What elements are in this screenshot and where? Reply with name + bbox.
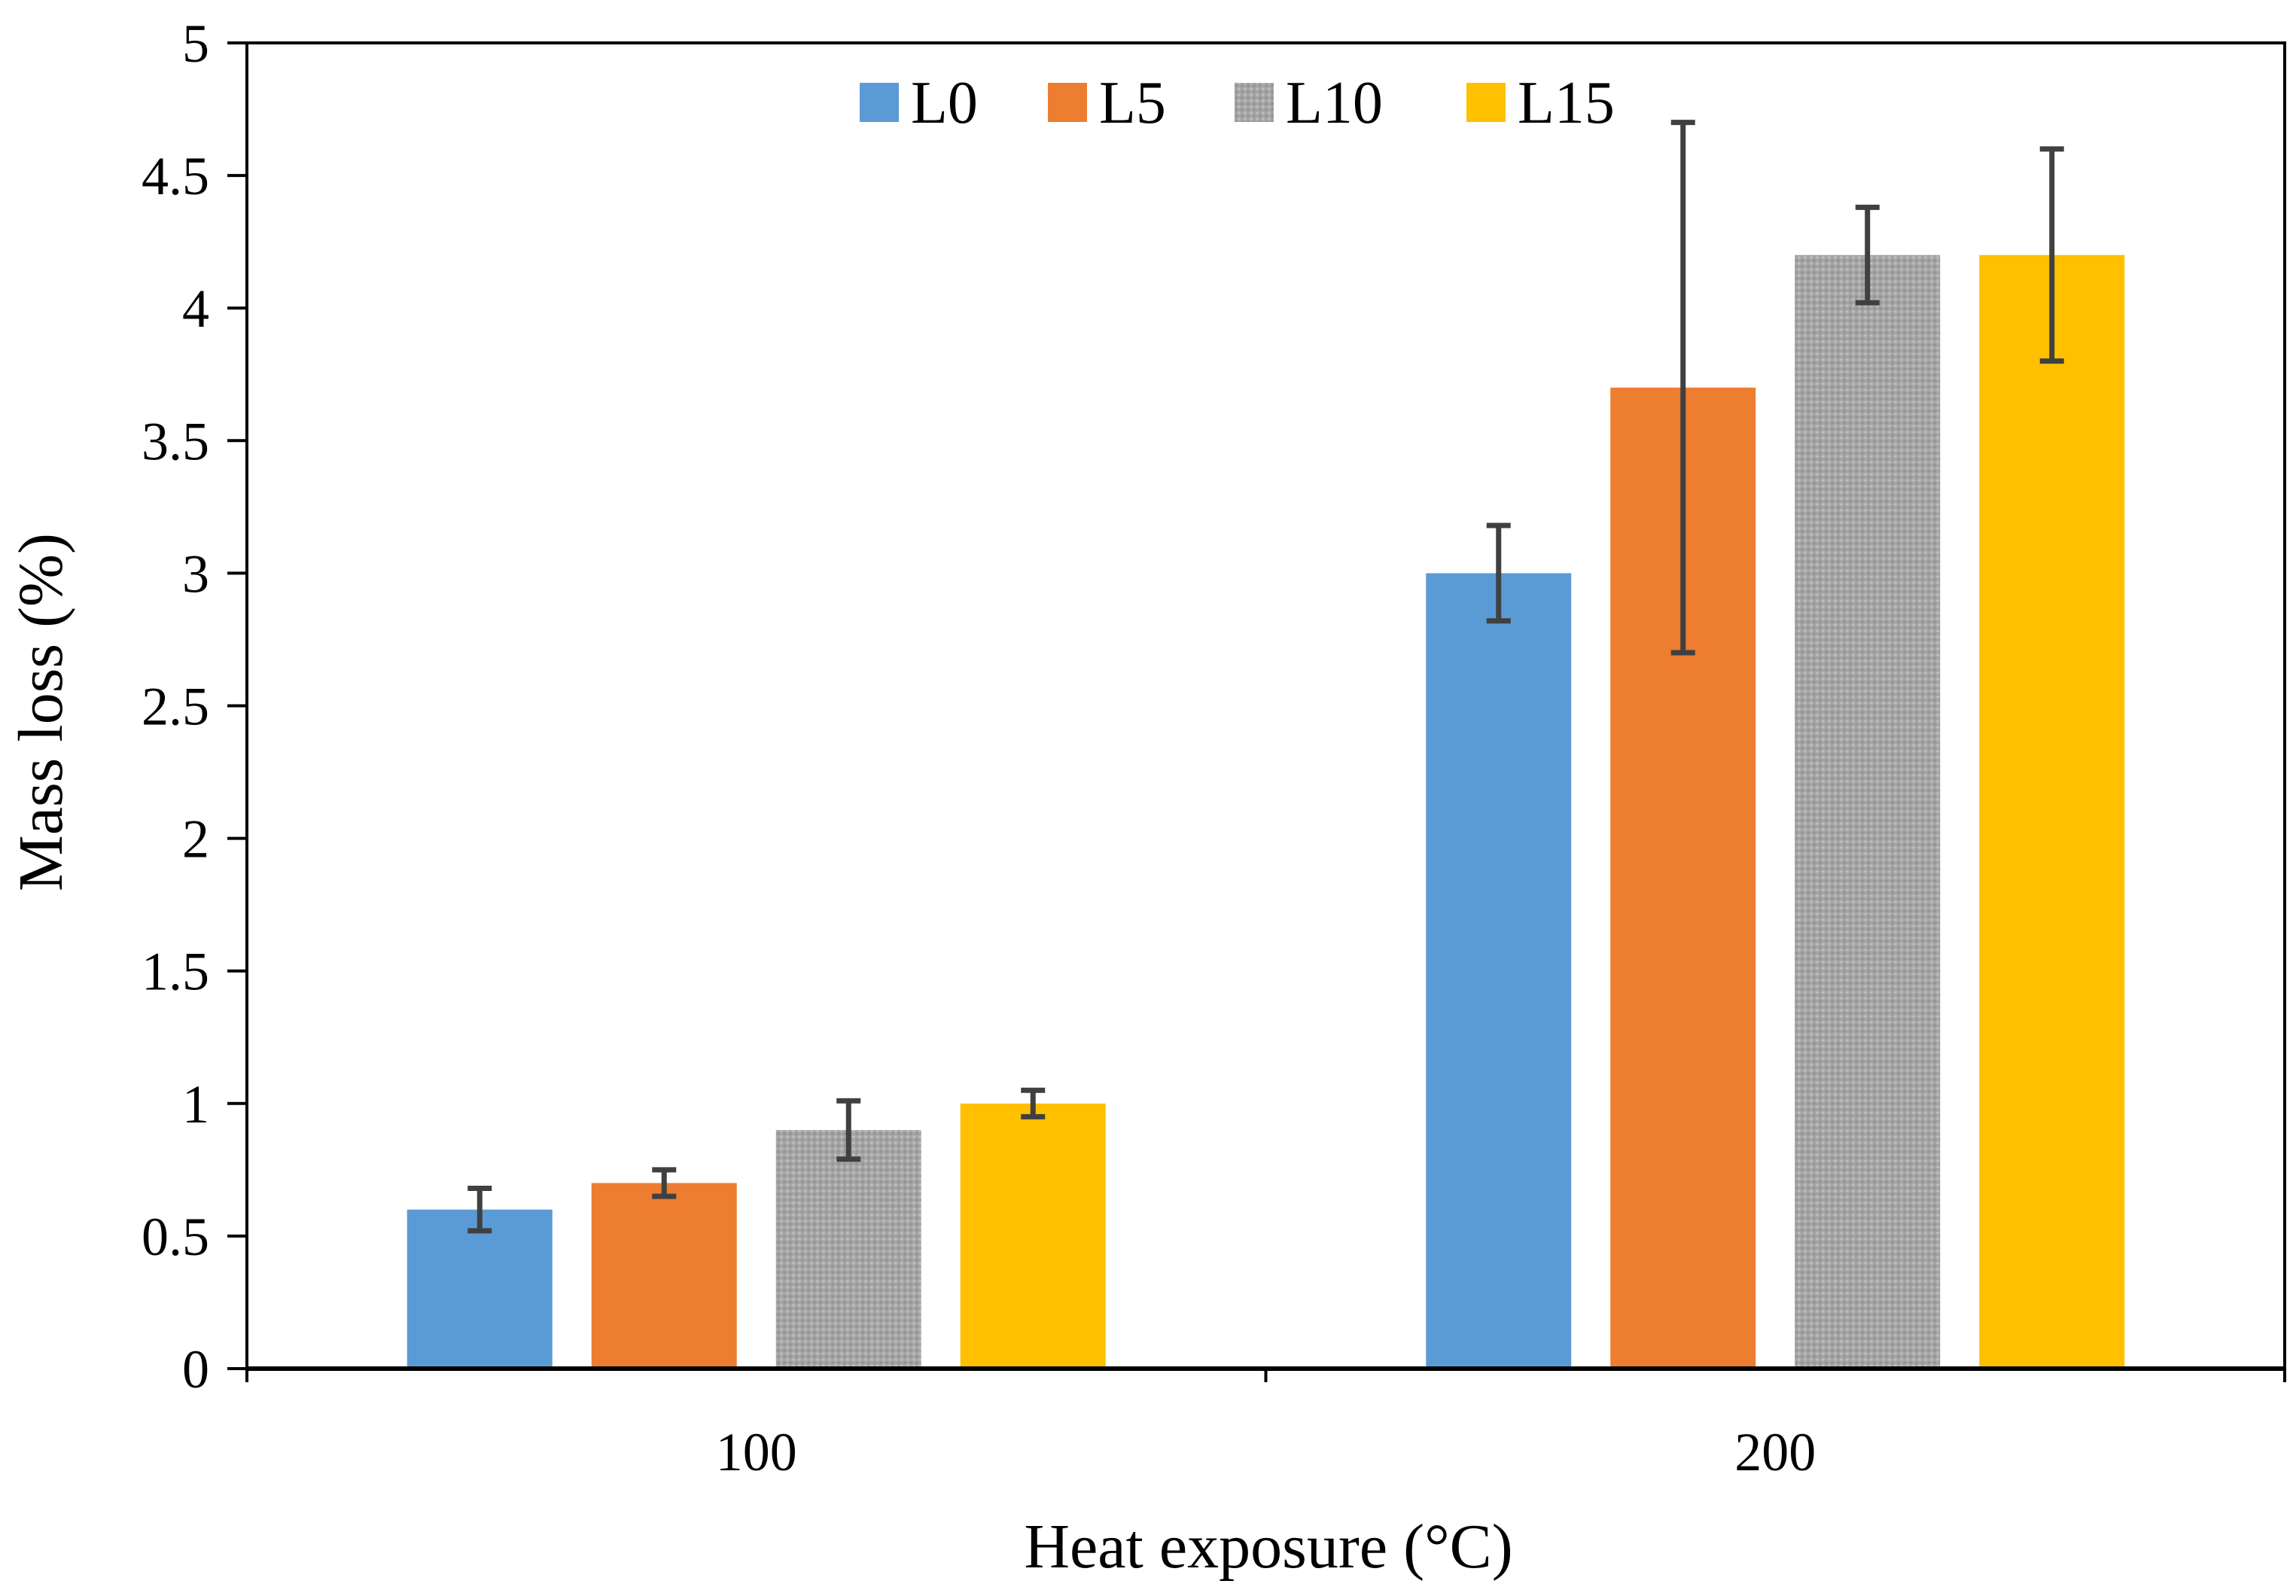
error-bars [467, 120, 2064, 1234]
bar-l15-200 [1979, 254, 2125, 1369]
y-tick-label: 1 [182, 1074, 209, 1135]
x-axis-title: Heat exposure (°C) [1024, 1512, 1512, 1582]
bar-l10-100 [775, 1130, 921, 1369]
y-axis-ticks: 0 0.5 1 1.5 2 2.5 3 3.5 4 4.5 5 [142, 14, 247, 1400]
y-tick-label: 2 [182, 809, 209, 870]
y-tick-label: 3 [182, 544, 209, 604]
bar-l0-200 [1426, 573, 1572, 1369]
legend-swatch-l15 [1466, 83, 1506, 122]
legend-label-l10: L10 [1286, 70, 1383, 136]
bar-l15-100 [960, 1103, 1106, 1369]
y-tick-label: 3.5 [142, 411, 209, 471]
x-axis: 100 200 [245, 1366, 2286, 1482]
legend-swatch-l0 [860, 83, 899, 122]
plot-border [245, 41, 2286, 1370]
plot-frame [245, 41, 2286, 1370]
y-tick-label: 1.5 [142, 942, 209, 1002]
legend: L0 L5 L10 L15 [860, 70, 1615, 136]
y-axis-title: Mass loss (%) [6, 533, 76, 891]
legend-swatch-l5 [1048, 83, 1087, 122]
legend-label-l5: L5 [1099, 70, 1166, 136]
y-tick-label: 4.5 [142, 146, 209, 206]
bar-l5-100 [591, 1183, 737, 1369]
bar-l10-200 [1795, 254, 1941, 1369]
y-tick-label: 4 [182, 279, 209, 339]
bar-l0-100 [407, 1209, 553, 1369]
y-tick-label: 0 [182, 1339, 209, 1400]
x-tick-label: 100 [716, 1422, 797, 1482]
y-tick-label: 2.5 [142, 677, 209, 737]
bars [407, 254, 2125, 1369]
y-tick-label: 0.5 [142, 1207, 209, 1267]
x-tick-label: 200 [1734, 1422, 1816, 1482]
legend-label-l0: L0 [911, 70, 978, 136]
legend-label-l15: L15 [1518, 70, 1615, 136]
legend-swatch-l10 [1235, 83, 1274, 122]
y-tick-label: 5 [182, 14, 209, 74]
